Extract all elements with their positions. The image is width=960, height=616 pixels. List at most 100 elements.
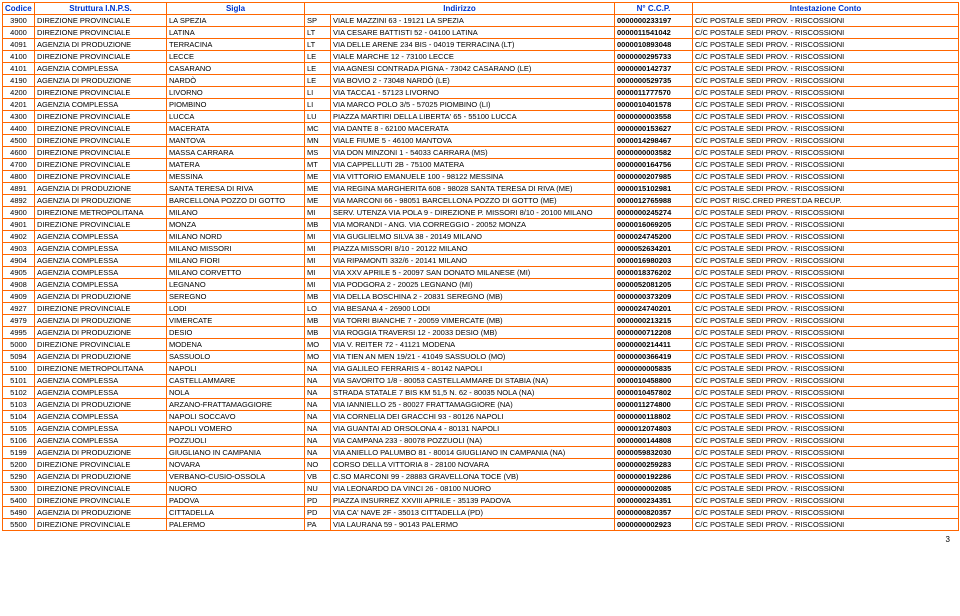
cell-col6: C/C POSTALE SEDI PROV. - RISCOSSIONI — [693, 231, 959, 243]
table-row: 4091AGENZIA DI PRODUZIONETERRACINALTVIA … — [3, 39, 959, 51]
cell-col0: 5500 — [3, 519, 35, 531]
cell-col6: C/C POSTALE SEDI PROV. - RISCOSSIONI — [693, 147, 959, 159]
cell-col4: VIA TIEN AN MEN 19/21 - 41049 SASSUOLO (… — [331, 351, 615, 363]
inps-table: Codice SEDE Struttura I.N.P.S. Sigla Ind… — [2, 2, 959, 531]
cell-col6: C/C POSTALE SEDI PROV. - RISCOSSIONI — [693, 135, 959, 147]
cell-col0: 4927 — [3, 303, 35, 315]
cell-col5: 0000018376202 — [615, 267, 693, 279]
cell-col6: C/C POSTALE SEDI PROV. - RISCOSSIONI — [693, 411, 959, 423]
cell-col4: SERV. UTENZA VIA POLA 9 - DIREZIONE P. M… — [331, 207, 615, 219]
cell-col4: VIA SAVORITO 1/8 - 80053 CASTELLAMMARE D… — [331, 375, 615, 387]
cell-col0: 4300 — [3, 111, 35, 123]
table-row: 4800DIREZIONE PROVINCIALEMESSINAMEVIA VI… — [3, 171, 959, 183]
cell-col4: VIA CORNELIA DEI GRACCHI 93 - 80126 NAPO… — [331, 411, 615, 423]
cell-col5: 0000010893048 — [615, 39, 693, 51]
table-row: 4600DIREZIONE PROVINCIALEMASSA CARRARAMS… — [3, 147, 959, 159]
cell-col3: LE — [305, 51, 331, 63]
cell-col3: PD — [305, 495, 331, 507]
cell-col1: DIREZIONE PROVINCIALE — [35, 483, 167, 495]
header-codice: Codice SEDE — [3, 3, 35, 15]
cell-col0: 4909 — [3, 291, 35, 303]
cell-col4: VIA ROGGIA TRAVERSI 12 - 20033 DESIO (MB… — [331, 327, 615, 339]
cell-col1: AGENZIA COMPLESSA — [35, 255, 167, 267]
table-row: 4190AGENZIA DI PRODUZIONENARDÒLEVIA BOVI… — [3, 75, 959, 87]
table-row: 5105AGENZIA COMPLESSANAPOLI VOMERONAVIA … — [3, 423, 959, 435]
cell-col0: 5490 — [3, 507, 35, 519]
cell-col6: C/C POSTALE SEDI PROV. - RISCOSSIONI — [693, 159, 959, 171]
cell-col5: 0000000820357 — [615, 507, 693, 519]
table-row: 5103AGENZIA DI PRODUZIONEARZANO-FRATTAMA… — [3, 399, 959, 411]
cell-col2: TERRACINA — [167, 39, 305, 51]
cell-col6: C/C POSTALE SEDI PROV. - RISCOSSIONI — [693, 267, 959, 279]
cell-col2: MODENA — [167, 339, 305, 351]
cell-col6: C/C POSTALE SEDI PROV. - RISCOSSIONI — [693, 435, 959, 447]
cell-col5: 0000059832030 — [615, 447, 693, 459]
header-struttura: Struttura I.N.P.S. — [35, 3, 167, 15]
cell-col2: CASARANO — [167, 63, 305, 75]
cell-col1: AGENZIA COMPLESSA — [35, 231, 167, 243]
cell-col4: VIA CAPPELLUTI 2B - 75100 MATERA — [331, 159, 615, 171]
cell-col6: C/C POSTALE SEDI PROV. - RISCOSSIONI — [693, 171, 959, 183]
cell-col6: C/C POSTALE SEDI PROV. - RISCOSSIONI — [693, 279, 959, 291]
cell-col6: C/C POSTALE SEDI PROV. - RISCOSSIONI — [693, 15, 959, 27]
cell-col5: 0000016069205 — [615, 219, 693, 231]
cell-col0: 5106 — [3, 435, 35, 447]
cell-col1: AGENZIA COMPLESSA — [35, 435, 167, 447]
cell-col2: LUCCA — [167, 111, 305, 123]
cell-col3: NU — [305, 483, 331, 495]
cell-col5: 0000000259283 — [615, 459, 693, 471]
cell-col5: 0000000118802 — [615, 411, 693, 423]
cell-col2: LA SPEZIA — [167, 15, 305, 27]
cell-col5: 0000000366419 — [615, 351, 693, 363]
cell-col3: VB — [305, 471, 331, 483]
cell-col1: DIREZIONE PROVINCIALE — [35, 87, 167, 99]
cell-col1: AGENZIA COMPLESSA — [35, 423, 167, 435]
cell-col2: MILANO FIORI — [167, 255, 305, 267]
table-row: 4903AGENZIA COMPLESSAMILANO MISSORIMIPIA… — [3, 243, 959, 255]
cell-col3: NA — [305, 447, 331, 459]
cell-col4: VIA V. REITER 72 - 41121 MODENA — [331, 339, 615, 351]
cell-col1: AGENZIA COMPLESSA — [35, 411, 167, 423]
cell-col6: C/C POSTALE SEDI PROV. - RISCOSSIONI — [693, 519, 959, 531]
cell-col1: DIREZIONE PROVINCIALE — [35, 123, 167, 135]
cell-col3: NA — [305, 435, 331, 447]
table-row: 4905AGENZIA COMPLESSAMILANO CORVETTOMIVI… — [3, 267, 959, 279]
cell-col1: AGENZIA COMPLESSA — [35, 387, 167, 399]
cell-col2: PIOMBINO — [167, 99, 305, 111]
cell-col3: MN — [305, 135, 331, 147]
table-header: Codice SEDE Struttura I.N.P.S. Sigla Ind… — [3, 3, 959, 15]
cell-col3: MB — [305, 315, 331, 327]
cell-col2: GIUGLIANO IN CAMPANIA — [167, 447, 305, 459]
cell-col4: VIA GALILEO FERRARIS 4 - 80142 NAPOLI — [331, 363, 615, 375]
cell-col3: NA — [305, 399, 331, 411]
cell-col1: DIREZIONE PROVINCIALE — [35, 171, 167, 183]
cell-col6: C/C POSTALE SEDI PROV. - RISCOSSIONI — [693, 399, 959, 411]
cell-col4: PIAZZA INSURREZ XXVIII APRILE - 35139 PA… — [331, 495, 615, 507]
cell-col6: C/C POSTALE SEDI PROV. - RISCOSSIONI — [693, 459, 959, 471]
cell-col4: VIA VITTORIO EMANUELE 100 - 98122 MESSIN… — [331, 171, 615, 183]
cell-col2: NAPOLI VOMERO — [167, 423, 305, 435]
cell-col2: PALERMO — [167, 519, 305, 531]
cell-col1: DIREZIONE PROVINCIALE — [35, 303, 167, 315]
cell-col3: LE — [305, 63, 331, 75]
cell-col5: 0000000164756 — [615, 159, 693, 171]
cell-col2: NAPOLI SOCCAVO — [167, 411, 305, 423]
cell-col4: VIA DELLA BOSCHINA 2 - 20831 SEREGNO (MB… — [331, 291, 615, 303]
cell-col4: VIA MORANDI - ANG. VIA CORREGGIO - 20052… — [331, 219, 615, 231]
cell-col4: STRADA STATALE 7 BIS KM 51,5 N. 62 - 800… — [331, 387, 615, 399]
cell-col0: 4995 — [3, 327, 35, 339]
cell-col1: AGENZIA DI PRODUZIONE — [35, 195, 167, 207]
cell-col0: 5400 — [3, 495, 35, 507]
cell-col1: DIREZIONE PROVINCIALE — [35, 519, 167, 531]
cell-col0: 4200 — [3, 87, 35, 99]
table-row: 5000DIREZIONE PROVINCIALEMODENAMOVIA V. … — [3, 339, 959, 351]
cell-col2: LECCE — [167, 51, 305, 63]
cell-col0: 4101 — [3, 63, 35, 75]
cell-col4: VIA TACCA1 - 57123 LIVORNO — [331, 87, 615, 99]
cell-col2: CASTELLAMMARE — [167, 375, 305, 387]
table-row: 4901DIREZIONE PROVINCIALEMONZAMBVIA MORA… — [3, 219, 959, 231]
table-row: 5500DIREZIONE PROVINCIALEPALERMOPAVIA LA… — [3, 519, 959, 531]
cell-col4: CORSO DELLA VITTORIA 8 - 28100 NOVARA — [331, 459, 615, 471]
cell-col0: 5290 — [3, 471, 35, 483]
cell-col5: 0000012765988 — [615, 195, 693, 207]
